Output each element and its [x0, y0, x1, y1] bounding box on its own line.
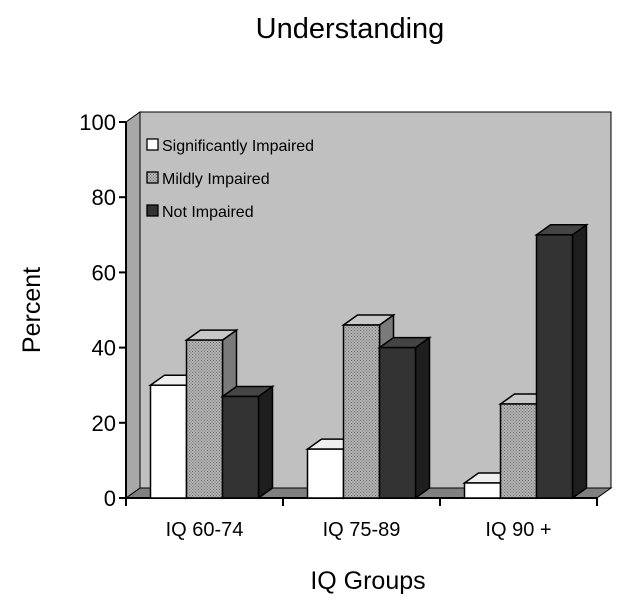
x-category-label: IQ 90 + — [485, 519, 551, 541]
y-tick-label: 0 — [104, 486, 116, 511]
bar-significantly-impaired-3 — [463, 482, 502, 499]
y-tick-label: 60 — [92, 260, 116, 285]
chart-title: Understanding — [256, 13, 445, 45]
legend-label-not-impaired: Not Impaired — [162, 204, 254, 221]
bar-not-impaired-1-side — [257, 385, 274, 500]
legend-label-mildly-impaired: Mildly Impaired — [162, 171, 270, 188]
y-tick-label: 20 — [92, 411, 116, 436]
bar-mildly-impaired-2 — [342, 324, 381, 499]
x-axis-title: IQ Groups — [310, 567, 425, 595]
y-tick-label: 80 — [92, 185, 116, 210]
legend-swatch-not-impaired — [146, 204, 159, 217]
chart-side-wall — [125, 111, 141, 499]
bar-significantly-impaired-1 — [149, 384, 188, 499]
x-category-label: IQ 60-74 — [166, 519, 244, 541]
plot-area: 0 20 40 60 80 100 IQ 60-74 IQ 75-89 IQ 90 + — [79, 110, 613, 541]
bar-not-impaired-1 — [221, 395, 260, 499]
bar-not-impaired-2 — [378, 346, 417, 499]
bar-not-impaired-2-side — [414, 336, 431, 500]
bar-not-impaired-3-side — [571, 223, 588, 500]
bar-not-impaired-3 — [535, 234, 574, 499]
legend-swatch-mildly-impaired — [146, 171, 159, 184]
bar-mildly-impaired-1 — [185, 339, 224, 499]
legend: Significantly Impaired Mildly Impaired N… — [146, 138, 314, 221]
y-tick-label: 100 — [79, 110, 116, 135]
bar-significantly-impaired-2 — [306, 448, 345, 499]
legend-label-significantly-impaired: Significantly Impaired — [162, 138, 314, 155]
y-axis-title: Percent — [18, 267, 46, 353]
y-tick-label: 40 — [92, 336, 116, 361]
bar-mildly-impaired-3 — [499, 403, 538, 499]
x-category-label: IQ 75-89 — [323, 519, 401, 541]
legend-swatch-significantly-impaired — [146, 138, 159, 151]
